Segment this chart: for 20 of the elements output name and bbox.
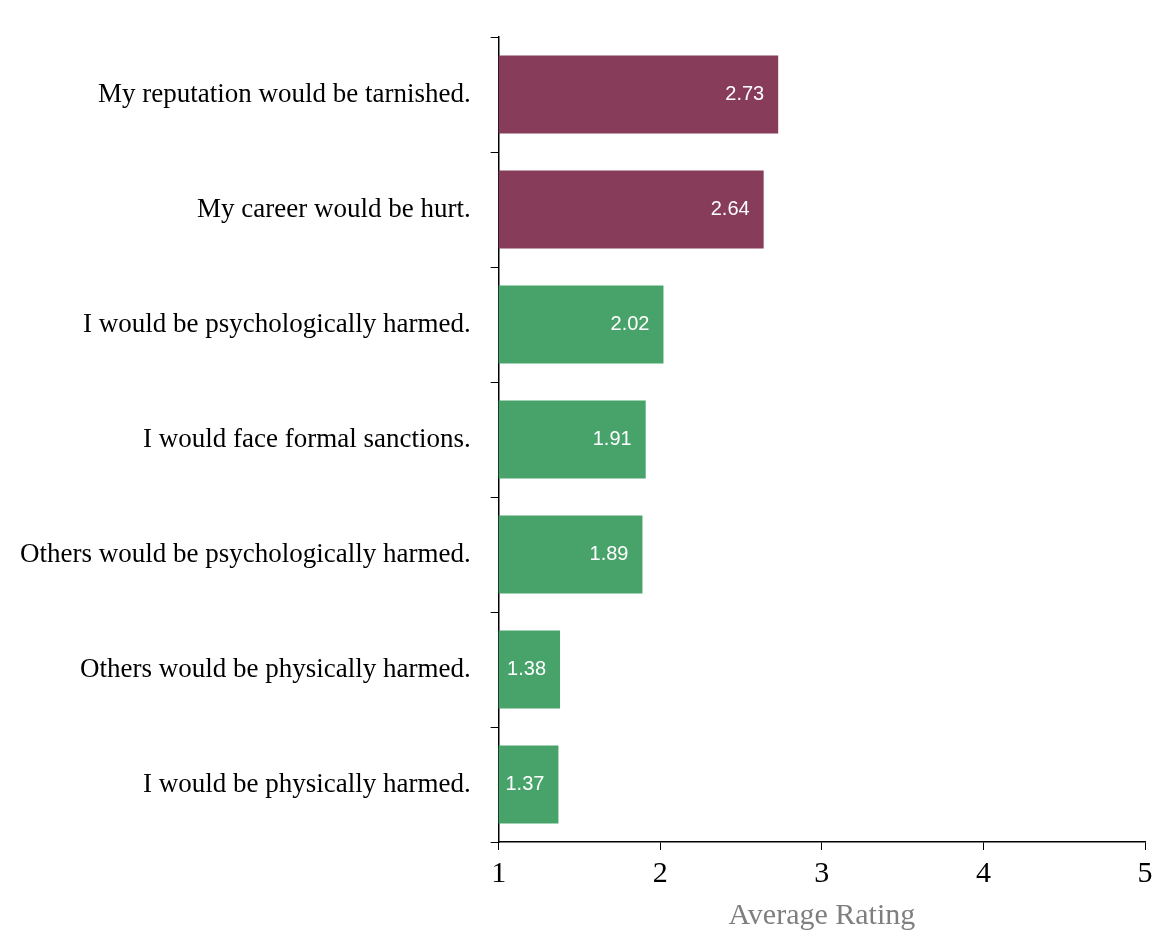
x-tick-label: 5 <box>1137 854 1153 888</box>
x-tick-label: 2 <box>652 854 668 888</box>
y-tick-label: I would face formal sanctions. <box>143 422 471 453</box>
data-label: 1.89 <box>589 542 629 565</box>
x-tick-label: 4 <box>975 854 991 888</box>
x-tick-label: 3 <box>814 854 830 888</box>
x-axis-title: Average Rating <box>728 896 916 930</box>
data-label: 2.73 <box>725 82 765 105</box>
data-label: 1.91 <box>592 427 632 450</box>
y-tick-label: I would be physically harmed. <box>142 767 471 798</box>
data-label: 2.02 <box>610 312 650 335</box>
y-tick-label: My reputation would be tarnished. <box>97 77 471 108</box>
data-label: 2.64 <box>710 197 750 220</box>
y-tick-label: I would be psychologically harmed. <box>82 307 471 338</box>
y-tick-label: Others would be psychologically harmed. <box>19 537 471 568</box>
y-tick-label: Others would be physically harmed. <box>79 652 471 683</box>
data-label: 1.38 <box>507 657 547 680</box>
data-label: 1.37 <box>505 772 545 795</box>
y-tick-label: My career would be hurt. <box>196 192 471 223</box>
x-tick-label: 1 <box>491 854 507 888</box>
